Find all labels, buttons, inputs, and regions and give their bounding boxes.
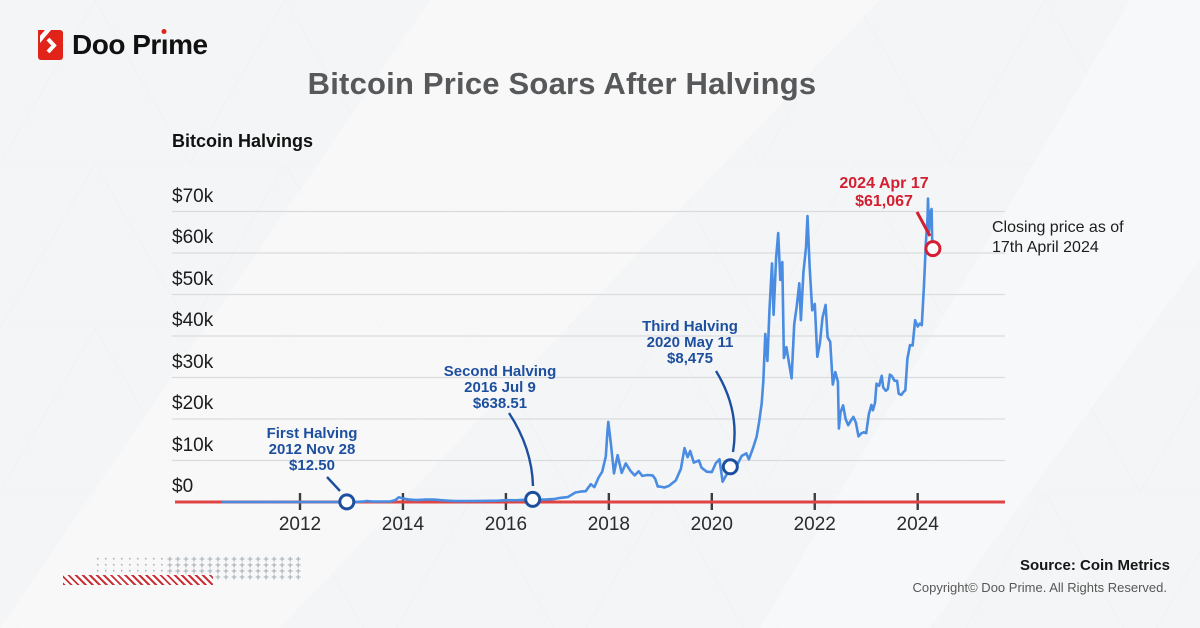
x-axis-label: 2020 <box>690 514 733 535</box>
doo-prime-wordmark: Doo Pr ıme <box>72 29 208 60</box>
leader-first-halving <box>326 476 341 492</box>
y-axis-label: $70k <box>172 185 214 207</box>
marker-third-halving <box>721 458 739 476</box>
annotation-line: 2024 Apr 17 <box>839 175 929 192</box>
annotation-line: Second Halving <box>443 363 557 380</box>
annotation-first-halving: First Halving 2012 Nov 28 $12.50 <box>236 426 388 474</box>
annotation-line: 2020 May 11 <box>646 334 734 351</box>
y-axis-label: $30k <box>172 351 214 373</box>
marker-first-halving <box>338 493 356 511</box>
annotation-line: $638.51 <box>472 395 528 412</box>
wordmark-red-dot <box>161 29 167 34</box>
x-axis-label: 2024 <box>896 514 939 535</box>
annotation-line: 2012 Nov 28 <box>268 441 356 458</box>
y-axis-label: $10k <box>172 434 214 456</box>
y-axis-label: $0 <box>172 476 194 497</box>
marker-latest-close <box>924 240 942 258</box>
doo-prime-logo: Doo Pr ıme <box>37 27 208 63</box>
doo-prime-logo-icon <box>38 30 63 60</box>
annotation-line: First Halving <box>266 425 358 442</box>
y-axis-label: $60k <box>172 227 214 248</box>
annotation-line: $12.50 <box>289 457 335 474</box>
marker-second-halving <box>524 490 542 508</box>
annotation-line: 2016 Jul 9 <box>464 379 536 396</box>
annotation-line: Third Halving <box>642 318 738 335</box>
chart-title: Bitcoin Halvings <box>172 131 314 151</box>
annotation-line: $8,475 <box>667 350 713 367</box>
note-line: Closing price as of <box>992 219 1124 236</box>
source-label: Source: Coin Metrics <box>1019 557 1170 574</box>
price-line <box>221 197 935 504</box>
y-axis-label: $50k <box>172 268 214 290</box>
x-axis-label: 2014 <box>381 514 425 535</box>
x-axis-label: 2016 <box>484 514 528 535</box>
annotation-second-halving: Second Halving 2016 Jul 9 $638.51 <box>420 364 580 412</box>
leader-second-halving <box>507 412 535 487</box>
annotation-third-halving: Third Halving 2020 May 11 $8,475 <box>610 319 770 367</box>
y-axis-label: $40k <box>172 310 214 331</box>
annotation-latest-close: 2024 Apr 17 $61,067 <box>814 175 954 211</box>
decor-hatch-bar <box>63 575 213 585</box>
x-axis-label: 2022 <box>793 514 836 535</box>
note-line: 17th April 2024 <box>992 239 1099 256</box>
annotation-line: $61,067 <box>855 193 913 210</box>
copyright-label: Copyright© Doo Prime. All Rights Reserve… <box>912 580 1167 595</box>
x-axis-label: 2012 <box>278 514 322 535</box>
page-title: Bitcoin Price Soars After Halvings <box>307 66 817 101</box>
x-axis-label: 2018 <box>587 514 630 535</box>
closing-price-note: Closing price as of 17th April 2024 <box>992 218 1124 258</box>
leader-third-halving <box>714 370 736 453</box>
y-axis-label: $20k <box>172 393 214 414</box>
leader-latest-close <box>915 211 932 237</box>
